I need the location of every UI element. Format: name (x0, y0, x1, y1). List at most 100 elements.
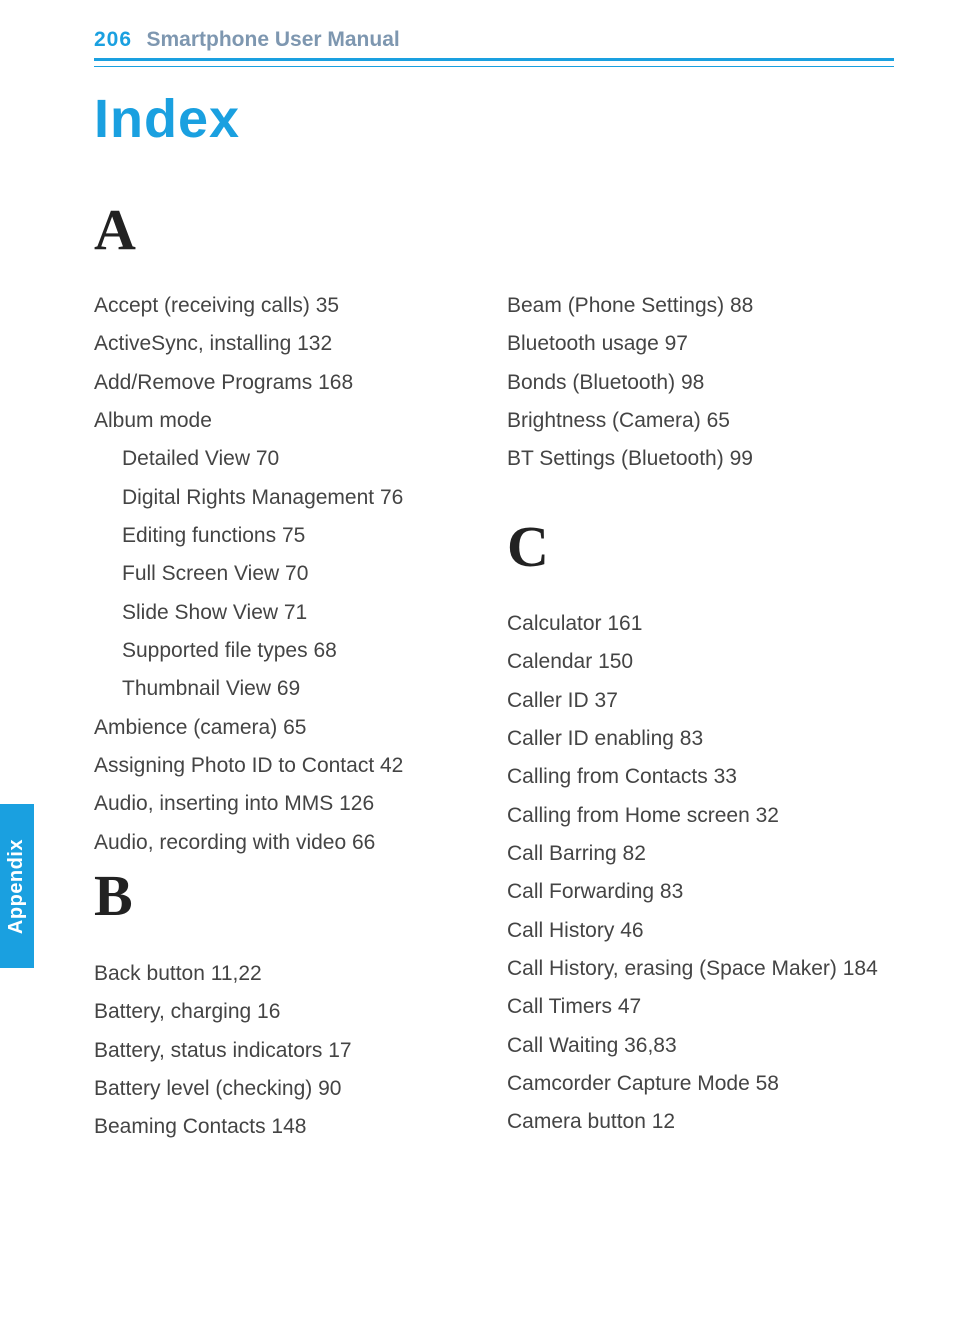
index-entry-pages: 68 (308, 639, 337, 662)
index-entry-pages: 150 (592, 650, 633, 673)
index-entry: Assigning Photo ID to Contact 42 (94, 752, 484, 780)
appendix-tab-label: Appendix (6, 838, 29, 933)
index-entry-pages: 11,22 (205, 962, 262, 985)
doc-title: Smartphone User Manual (147, 28, 400, 51)
index-entry-pages: 161 (602, 612, 643, 635)
index-entry-pages: 17 (322, 1039, 351, 1062)
index-entry-label: Detailed View (122, 447, 250, 470)
index-entry-pages: 36,83 (618, 1034, 676, 1057)
appendix-tab: Appendix (0, 804, 34, 968)
index-entry-label: Digital Rights Management (122, 486, 374, 509)
index-entry: Call History 46 (507, 917, 897, 945)
index-entry-label: Full Screen View (122, 562, 279, 585)
header-rule (94, 58, 894, 67)
index-entry-pages: 184 (837, 957, 878, 980)
index-entry-label: Bonds (Bluetooth) (507, 371, 675, 394)
index-entry-label: Calendar (507, 650, 592, 673)
index-entry: Camera button 12 (507, 1108, 897, 1136)
index-entry-pages: 83 (674, 727, 703, 750)
index-entry-label: Beam (Phone Settings) (507, 294, 724, 317)
index-entry-label: Slide Show View (122, 601, 278, 624)
index-entry: Bluetooth usage 97 (507, 330, 897, 358)
index-entry-pages: 69 (271, 677, 300, 700)
index-entry-label: Battery, status indicators (94, 1039, 322, 1062)
index-entry: BT Settings (Bluetooth) 99 (507, 445, 897, 473)
index-entry: Calendar 150 (507, 648, 897, 676)
index-entry-pages: 35 (310, 294, 339, 317)
index-entry-label: Battery, charging (94, 1000, 251, 1023)
section-b2-entries: Beam (Phone Settings) 88 Bluetooth usage … (507, 292, 897, 484)
index-entry: Beaming Contacts 148 (94, 1113, 484, 1141)
index-entry-label: Calculator (507, 612, 602, 635)
index-entry: Call Timers 47 (507, 993, 897, 1021)
index-entry-pages: 132 (291, 332, 332, 355)
index-title: Index (94, 88, 240, 150)
index-entry: Supported file types 68 (94, 637, 484, 665)
index-entry: Detailed View 70 (94, 445, 484, 473)
index-entry-label: Call Barring (507, 842, 617, 865)
index-entry: Call History, erasing (Space Maker) 184 (507, 955, 897, 983)
index-entry-pages: 148 (266, 1115, 307, 1138)
index-entry-pages: 37 (589, 689, 618, 712)
page-number: 206 (94, 28, 132, 51)
index-entry: Bonds (Bluetooth) 98 (507, 369, 897, 397)
index-entry-pages: 66 (346, 831, 375, 854)
index-entry-pages: 65 (701, 409, 730, 432)
index-entry-pages: 126 (333, 792, 374, 815)
index-entry: Caller ID 37 (507, 687, 897, 715)
index-entry-pages: 75 (276, 524, 305, 547)
index-entry-pages: 70 (250, 447, 279, 470)
index-entry-label: Audio, recording with video (94, 831, 346, 854)
section-a-entries: Accept (receiving calls) 35ActiveSync, i… (94, 292, 484, 867)
index-entry-label: Calling from Home screen (507, 804, 750, 827)
index-entry: Add/Remove Programs 168 (94, 369, 484, 397)
index-entry: Calling from Contacts 33 (507, 763, 897, 791)
index-entry-label: ActiveSync, installing (94, 332, 291, 355)
index-entry-pages: 16 (251, 1000, 280, 1023)
index-entry-pages: 42 (374, 754, 403, 777)
index-entry-pages: 58 (750, 1072, 779, 1095)
index-entry-pages: 168 (312, 371, 353, 394)
section-b1-entries: Back button 11,22Battery, charging 16Bat… (94, 960, 484, 1152)
index-entry-label: Assigning Photo ID to Contact (94, 754, 374, 777)
index-entry-label: Add/Remove Programs (94, 371, 312, 394)
index-entry-label: Back button (94, 962, 205, 985)
index-entry-label: Camcorder Capture Mode (507, 1072, 750, 1095)
index-entry: Battery level (checking) 90 (94, 1075, 484, 1103)
index-entry: Back button 11,22 (94, 960, 484, 988)
index-entry-label: BT Settings (Bluetooth) (507, 447, 724, 470)
section-letter-c: C (507, 513, 897, 580)
index-entry-label: Call History, erasing (Space Maker) (507, 957, 837, 980)
index-entry: Caller ID enabling 83 (507, 725, 897, 753)
index-entry-label: Ambience (camera) (94, 716, 277, 739)
index-entry-pages: 82 (617, 842, 646, 865)
index-entry: Calling from Home screen 32 (507, 802, 897, 830)
section-letter-b: B (94, 862, 484, 929)
index-entry-label: Supported file types (122, 639, 308, 662)
index-entry-pages: 98 (675, 371, 704, 394)
index-entry: Battery, status indicators 17 (94, 1037, 484, 1065)
index-entry: Slide Show View 71 (94, 599, 484, 627)
index-entry: Battery, charging 16 (94, 998, 484, 1026)
index-entry-label: Camera button (507, 1110, 646, 1133)
index-entry-label: Call Forwarding (507, 880, 654, 903)
index-entry-label: Calling from Contacts (507, 765, 708, 788)
index-entry-pages: 99 (724, 447, 753, 470)
index-entry-label: Bluetooth usage (507, 332, 659, 355)
index-entry: Editing functions 75 (94, 522, 484, 550)
index-entry-label: Call Timers (507, 995, 612, 1018)
index-entry: Full Screen View 70 (94, 560, 484, 588)
index-entry-label: Editing functions (122, 524, 276, 547)
index-entry: Call Forwarding 83 (507, 878, 897, 906)
index-entry: Brightness (Camera) 65 (507, 407, 897, 435)
index-entry-label: Caller ID enabling (507, 727, 674, 750)
index-entry-pages: 71 (278, 601, 307, 624)
index-entry-label: Album mode (94, 409, 212, 432)
index-entry: Beam (Phone Settings) 88 (507, 292, 897, 320)
index-entry-label: Battery level (checking) (94, 1077, 312, 1100)
index-entry-pages: 46 (614, 919, 643, 942)
index-entry: Audio, inserting into MMS 126 (94, 790, 484, 818)
index-entry: Call Barring 82 (507, 840, 897, 868)
index-entry-pages: 70 (279, 562, 308, 585)
section-letter-a: A (94, 196, 484, 263)
